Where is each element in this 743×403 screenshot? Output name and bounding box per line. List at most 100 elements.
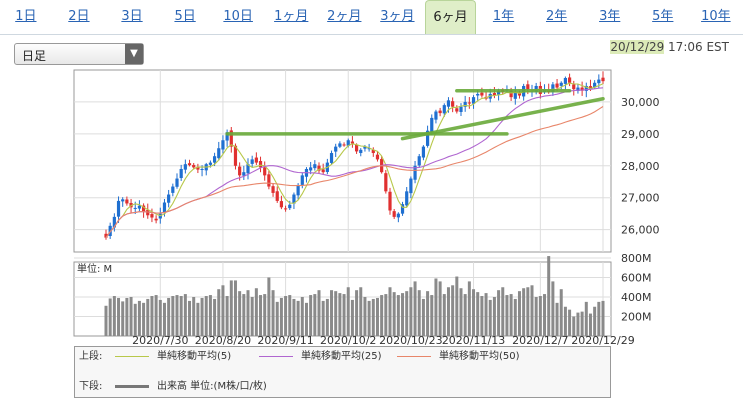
candle-body (584, 85, 588, 91)
tab-11[interactable]: 3年 (599, 9, 621, 24)
volume-unit-label: 単位: M (77, 262, 112, 275)
price-tick-label: 30,000 (621, 96, 660, 109)
candle-body (317, 165, 321, 171)
volume-bar (250, 297, 254, 336)
candle-body (238, 166, 242, 176)
tab-3[interactable]: 5日 (174, 9, 196, 24)
tab-8[interactable]: 6ヶ月 (424, 0, 477, 34)
candle-body (250, 159, 254, 164)
candle-body (588, 86, 593, 90)
tab-13[interactable]: 10年 (701, 9, 731, 24)
volume-bar (150, 296, 154, 336)
candle-body (212, 156, 217, 163)
stock-chart: 26,000 27,000 28,000 29,000 30,000 200M 400M 60… (73, 69, 660, 345)
volume-bar (325, 298, 329, 336)
candle-body (313, 164, 317, 169)
legend-volume-label: 出来高 単位:(M株/口/枚) (157, 381, 267, 392)
legend-sma25-swatch (259, 355, 293, 357)
volume-bar (555, 302, 559, 336)
tab-0[interactable]: 1日 (15, 9, 37, 24)
price-tick-label: 27,000 (621, 192, 660, 205)
candle-body (567, 77, 572, 83)
volume-bar (597, 301, 601, 336)
candle-body (451, 101, 455, 107)
tab-2[interactable]: 3日 (121, 9, 143, 24)
volume-bar (238, 291, 242, 336)
volume-bar (359, 287, 363, 336)
volume-bar (484, 293, 488, 336)
volume-bar (593, 306, 597, 336)
candle-body (442, 105, 446, 114)
tab-12[interactable]: 5年 (652, 9, 674, 24)
volume-bar (547, 256, 551, 336)
candle-period-select[interactable]: 日足 ▼ (14, 43, 144, 65)
legend-sma50-label: 単純移動平均(50) (439, 351, 520, 362)
volume-bar (430, 295, 434, 336)
volume-bar (367, 300, 371, 336)
volume-bar (158, 299, 162, 336)
candle-body (329, 153, 334, 163)
volume-bar (162, 302, 166, 336)
date-label: 2020/10/23 (379, 334, 442, 345)
candle-body (292, 194, 296, 204)
candle-body (467, 102, 471, 104)
candle-body (463, 101, 467, 107)
volume-bar (363, 297, 367, 336)
volume-bar (284, 296, 288, 336)
candle-body (480, 92, 484, 96)
tab-6[interactable]: 2ヶ月 (327, 9, 362, 24)
candle-body (551, 84, 555, 93)
legend-upper-label: 上段: (79, 351, 103, 362)
volume-bar (505, 295, 509, 336)
volume-bar (513, 298, 517, 336)
candle-body (192, 164, 196, 168)
volume-bar (179, 296, 183, 336)
volume-bar (350, 299, 354, 336)
volume-bar (292, 298, 296, 336)
volume-bar (288, 295, 292, 336)
date-label: 2020/7/30 (132, 334, 188, 345)
volume-bar (543, 294, 547, 336)
volume-bar (517, 291, 521, 336)
volume-bar (467, 281, 471, 336)
candle-body (221, 140, 225, 150)
candle-body (104, 233, 108, 238)
candle-body (162, 202, 167, 213)
volume-bar (426, 291, 430, 336)
candle-body (242, 172, 246, 176)
volume-bar (421, 298, 425, 336)
candle-body (492, 93, 497, 96)
date-label: 2020/12/7 (512, 334, 568, 345)
volume-bar (526, 287, 530, 336)
chevron-down-icon[interactable]: ▼ (125, 44, 143, 64)
volume-bar (221, 285, 225, 336)
tab-4[interactable]: 10日 (223, 9, 253, 24)
candle-body (283, 208, 288, 210)
volume-bar (229, 280, 233, 336)
price-tick-label: 29,000 (621, 128, 660, 141)
candle-body (338, 143, 342, 147)
candle-body (597, 79, 601, 84)
volume-bar (154, 295, 158, 336)
candle-body (254, 157, 258, 163)
timestamp-time: 17:06 (668, 40, 703, 54)
volume-tick-label: 800M (621, 252, 652, 265)
candle-body (476, 93, 480, 96)
tab-9[interactable]: 1年 (492, 9, 515, 24)
legend-sma50-swatch (397, 355, 431, 357)
candle-body (121, 199, 125, 202)
volume-bar (405, 291, 409, 336)
price-panel-frame (73, 69, 612, 253)
tab-7[interactable]: 3ヶ月 (380, 9, 415, 24)
candle-body (392, 211, 396, 217)
volume-bar (338, 293, 342, 336)
tab-10[interactable]: 2年 (545, 9, 568, 24)
tab-1[interactable]: 2日 (68, 9, 90, 24)
volume-bar (112, 296, 116, 336)
volume-bar (497, 290, 501, 336)
legend-sma50: 単純移動平均(50) (397, 350, 520, 364)
volume-bar (551, 281, 555, 336)
candle-body (350, 141, 355, 144)
tab-5[interactable]: 1ヶ月 (274, 9, 309, 24)
legend-sma25-label: 単純移動平均(25) (301, 351, 382, 362)
